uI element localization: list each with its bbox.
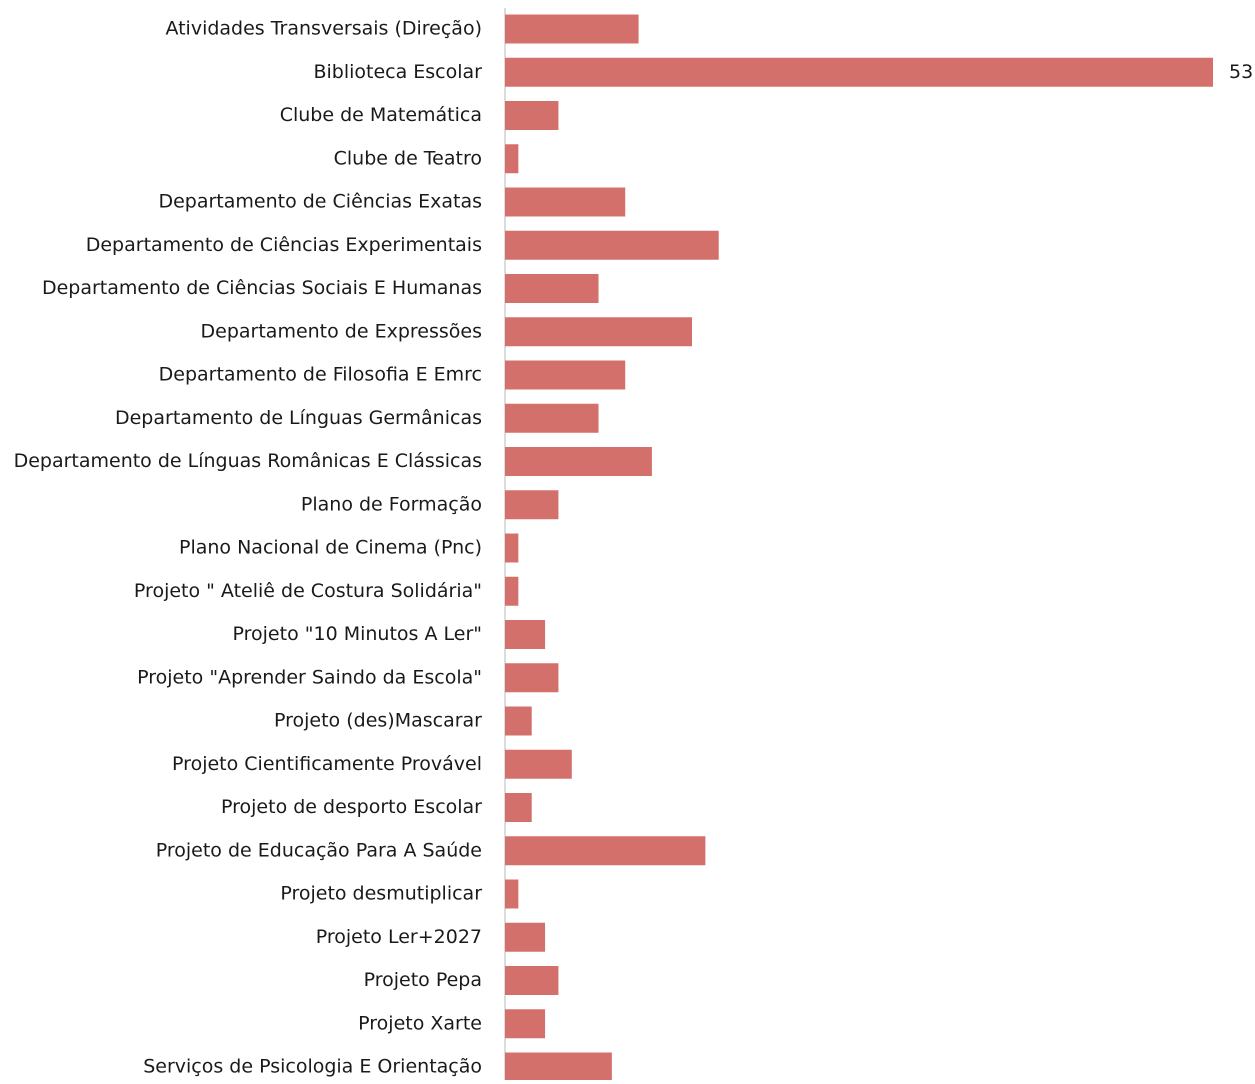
category-label: Departamento de Ciências Experimentais (86, 234, 482, 256)
value-label: 53 (1229, 61, 1253, 83)
bar (505, 1009, 546, 1039)
bar (505, 879, 519, 909)
category-label: Departamento de Línguas Românicas E Clás… (14, 450, 482, 472)
category-label: Clube de Teatro (334, 147, 482, 169)
bar (505, 1052, 612, 1082)
category-label: Biblioteca Escolar (313, 61, 482, 83)
category-label: Clube de Matemática (280, 104, 482, 126)
category-label: Projeto Ler+2027 (316, 926, 482, 948)
category-label: Projeto "10 Minutos A Ler" (233, 623, 482, 645)
category-label: Projeto (des)Mascarar (274, 710, 482, 732)
bar (505, 144, 519, 174)
category-label: Projeto de Educação Para A Saúde (156, 839, 482, 861)
category-label: Projeto de desporto Escolar (221, 796, 482, 818)
category-label: Projeto " Ateliê de Costura Solidária" (134, 580, 482, 602)
bar (505, 57, 1213, 87)
category-label: Projeto "Aprender Saindo da Escola" (137, 666, 482, 688)
bar (505, 490, 559, 520)
bar (505, 533, 519, 563)
bar (505, 749, 572, 779)
bar (505, 360, 626, 390)
bar (505, 187, 626, 217)
category-label: Serviços de Psicologia E Orientação (143, 1056, 482, 1078)
category-label: Plano de Formação (301, 493, 482, 515)
bar (505, 966, 559, 995)
category-label: Projeto Xarte (358, 1012, 482, 1034)
category-label: Atividades Transversais (Direção) (165, 18, 482, 40)
bar (505, 14, 639, 44)
bar (505, 101, 559, 130)
category-label: Projeto Cientificamente Provável (172, 753, 482, 775)
category-label: Departamento de Expressões (201, 320, 482, 342)
category-label: Projeto desmutiplicar (280, 883, 482, 905)
bar (505, 317, 693, 347)
bar (505, 576, 519, 606)
category-label: Departamento de Línguas Germânicas (115, 407, 482, 429)
bar (505, 274, 599, 303)
bar (505, 230, 719, 260)
bar (505, 836, 706, 866)
category-label: Projeto Pepa (364, 969, 482, 991)
bar (505, 793, 532, 822)
category-label: Plano Nacional de Cinema (Pnc) (179, 537, 482, 559)
category-label: Departamento de Ciências Sociais E Human… (42, 277, 482, 299)
bar (505, 706, 532, 736)
bar (505, 447, 652, 476)
bar (505, 403, 599, 433)
category-label: Departamento de Filosofia E Emrc (159, 364, 482, 386)
category-label: Departamento de Ciências Exatas (158, 191, 482, 213)
bar (505, 620, 546, 649)
bar (505, 922, 546, 952)
bar (505, 663, 559, 693)
